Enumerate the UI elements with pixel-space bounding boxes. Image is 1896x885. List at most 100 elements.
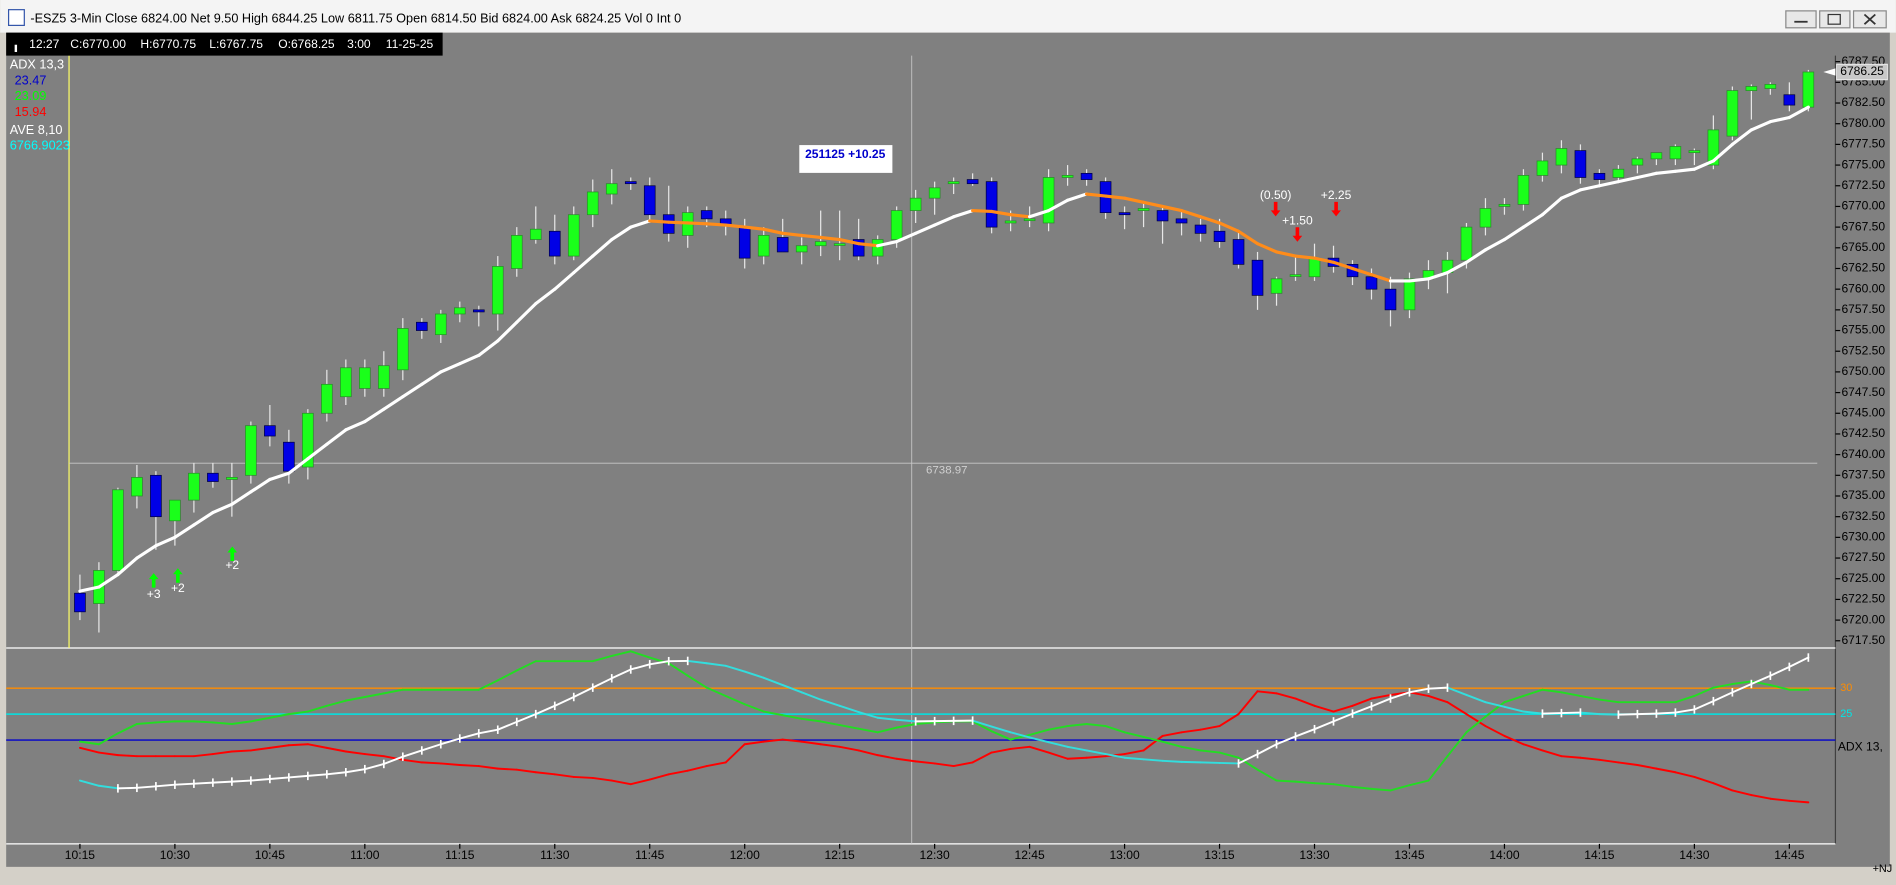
candle-body [1593,172,1606,180]
signal-label: +2 [225,558,239,572]
indicator-line [287,774,309,779]
indicator-line [743,703,765,713]
time-tick-label: 12:45 [1014,848,1045,862]
ma-line [154,535,177,548]
indicator-line [1161,740,1183,748]
indicator-line [135,721,157,725]
ma-line [344,419,367,432]
indicator-line [762,676,784,687]
indicator-line [1370,787,1392,792]
indicator-line [1313,704,1335,713]
time-tick-label: 12:00 [730,848,761,862]
indicator-line [1104,725,1126,734]
box-label: 251125 +10.25 [805,147,886,161]
price-tick-label: 6765.00 [1841,240,1885,254]
indicator-line [895,757,917,763]
indicator-line [1465,713,1487,728]
ma-line [591,237,614,258]
candle-body [1308,257,1321,278]
candle-body [378,365,390,389]
ma-line [401,382,424,399]
indicator-line [1275,735,1297,746]
candle-body [776,237,789,253]
indicator-line [1180,728,1202,734]
indicator-line [667,662,689,677]
candle-body [1555,148,1568,166]
indicator-line [1617,761,1639,766]
indicator-line [1161,731,1183,737]
candle-body [1460,226,1473,261]
indicator-line [458,764,480,767]
ma-line [1369,273,1393,283]
minimize-button[interactable] [1785,10,1817,29]
indicator-line [116,754,138,758]
signal-arrow [1292,227,1303,242]
ma-line [705,222,728,227]
indicator-line [1750,794,1772,800]
candle-body [1612,168,1625,178]
time-tick-label: 10:30 [160,848,191,862]
indicator-line [990,730,1012,741]
ma-line [211,502,234,515]
ma-line [667,220,690,225]
indicator-line [420,761,442,765]
indicator-line [838,745,860,752]
indicator-line [610,650,632,657]
price-tick-label: 6755.00 [1841,323,1885,337]
indicator-line [876,716,898,721]
indicator-line [1674,694,1696,704]
indicator-line [306,743,328,749]
ma-line [686,221,709,226]
candle-body [662,214,675,234]
candle-body [605,183,618,195]
ma-line [1217,221,1241,233]
candle-body [1536,160,1549,176]
indicator-line [192,753,214,758]
info-bar-mark [14,44,18,52]
indicator-line [1294,728,1316,738]
indicator-line [1180,760,1202,764]
title-bar [0,0,1896,33]
indicator-line [1047,751,1069,760]
indicator-line [230,749,252,753]
indicator-line [1655,767,1677,774]
indicator-line [439,762,461,766]
indicator-line [1503,734,1525,746]
indicator-line [1636,764,1658,770]
indicator-line [363,762,385,771]
indicator-line [1351,697,1373,707]
candle-body [226,477,238,480]
indicator-line [1427,686,1449,690]
indicator-line [1541,688,1563,694]
ma-line [1141,200,1165,209]
indicator-line [306,773,328,777]
ma-line [1445,260,1469,275]
price-tick-label: 6760.00 [1841,281,1885,295]
ma-line [1123,196,1146,204]
ma-line [325,428,348,446]
maximize-button[interactable] [1819,10,1851,29]
indicator-line [1598,758,1620,764]
indicator-line [1427,755,1449,782]
candle-body [1384,288,1397,311]
indicator-line [1294,780,1316,785]
price-tick-label: 6770.00 [1841,199,1885,213]
ma-line [990,209,1013,217]
indicator-line [477,728,499,735]
candle-body [1726,90,1739,137]
indicator-line [629,778,651,786]
indicator-line [401,758,423,764]
indicator-line [857,749,879,757]
indicator-line [1750,674,1772,685]
indicator-line [1408,687,1430,694]
info-item: 3:00 [347,37,371,51]
candle-body [1156,210,1169,222]
ma-line [1085,192,1108,198]
price-tick-label: 6752.50 [1841,343,1885,357]
ma-line [572,254,595,275]
indicator-line [496,767,518,771]
indicator-line [230,779,252,783]
indicator-line [1484,701,1506,718]
indicator-line [648,773,670,781]
indicator-line [1484,725,1506,737]
